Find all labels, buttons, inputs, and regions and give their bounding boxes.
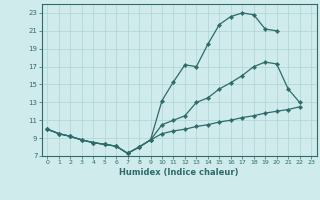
X-axis label: Humidex (Indice chaleur): Humidex (Indice chaleur) [119, 168, 239, 177]
